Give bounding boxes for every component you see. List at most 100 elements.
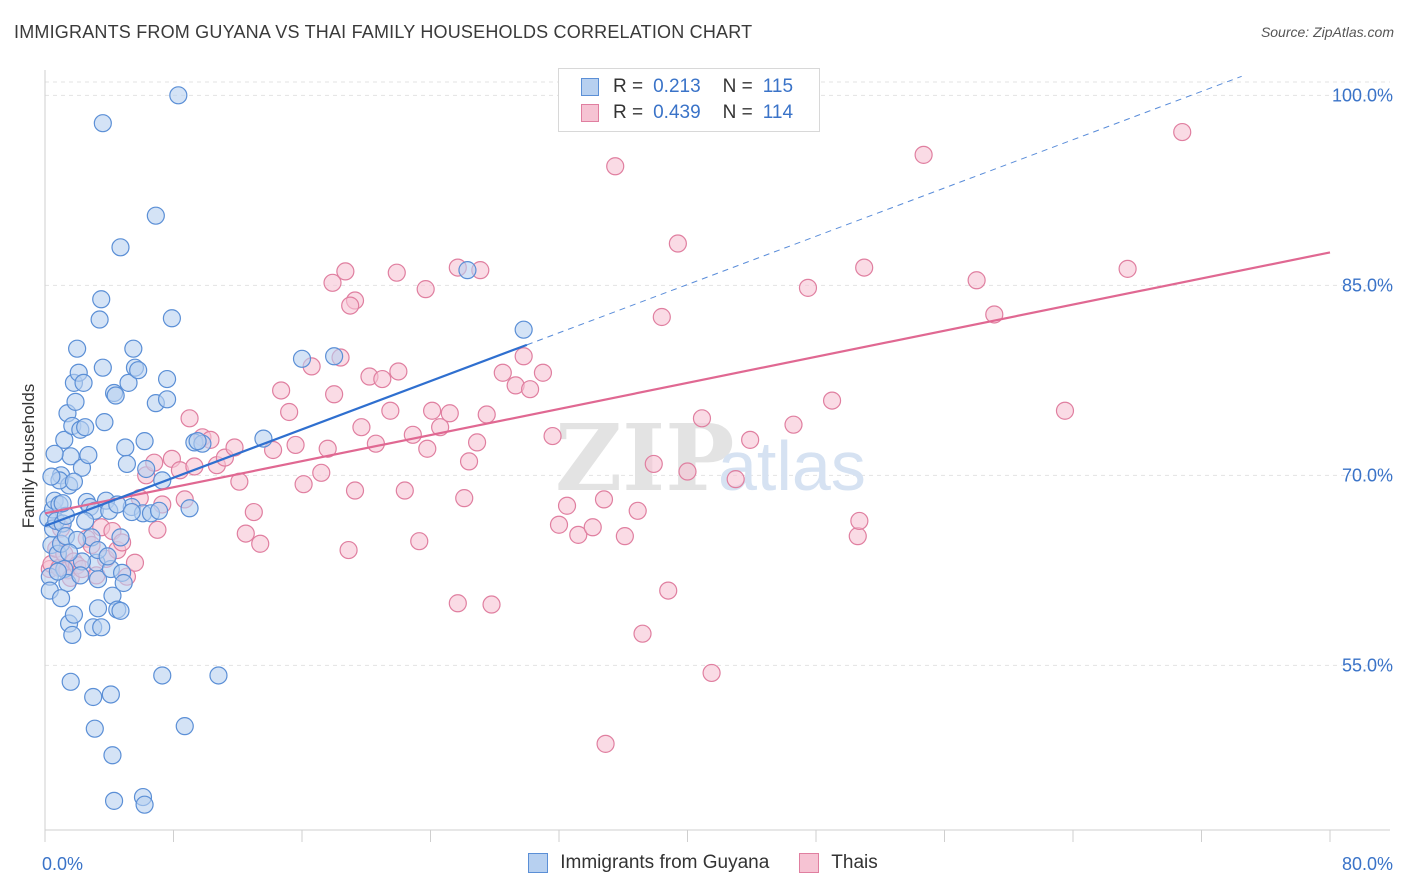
thais-point-51 (345, 481, 365, 500)
r-label: R = (613, 76, 644, 97)
guyana-point-57 (149, 501, 169, 520)
thais-point-50 (339, 540, 358, 560)
guyana-trend-line (44, 343, 528, 528)
guyana-point-111 (51, 589, 71, 608)
guyana-point-80 (101, 685, 120, 704)
thais-point-98 (848, 527, 867, 546)
chart-title: IMMIGRANTS FROM GUYANA VS THAI FAMILY HO… (14, 22, 753, 42)
guyana-swatch (581, 78, 599, 96)
thais-point-99 (850, 511, 869, 531)
guyana-point-53 (135, 432, 154, 451)
thais-point-74 (520, 380, 540, 399)
guyana-point-35 (92, 290, 111, 309)
guyana-point-103 (53, 494, 72, 513)
guyana-point-63 (93, 114, 112, 133)
n-label: N = (722, 76, 753, 97)
guyana-point-64 (111, 238, 130, 257)
thais-point-20 (125, 553, 145, 572)
thais-swatch (581, 104, 599, 122)
x-tick-label-1: 80.0% (1342, 854, 1393, 874)
thais-point-82 (606, 157, 625, 176)
thais-point-37 (236, 524, 255, 543)
thais-point-90 (678, 462, 697, 481)
guyana-point-68 (64, 605, 84, 624)
guyana-point-27 (76, 418, 95, 437)
thais-point-76 (543, 426, 562, 446)
thais-point-106 (1173, 122, 1192, 142)
guyana-point-71 (88, 599, 108, 618)
guyana-point-99 (64, 472, 84, 491)
guyana-point-45 (116, 438, 135, 457)
r-value: 0.213 (653, 76, 701, 97)
guyana-point-62 (169, 86, 188, 105)
source-label: Source: ZipAtlas.com (1260, 24, 1394, 40)
thais-point-67 (459, 452, 479, 471)
thais-point-71 (493, 363, 512, 382)
stats-row-guyana: R = 0.213 N = 115 (581, 75, 793, 99)
n-value: 114 (762, 102, 794, 123)
thais-point-68 (467, 433, 487, 452)
guyana-point-95 (458, 261, 477, 280)
thais-point-80 (583, 518, 602, 537)
watermark-atlas: atlas (718, 427, 866, 505)
guyana-point-85 (153, 666, 172, 685)
guyana-point-43 (111, 528, 130, 547)
thais-point-47 (318, 439, 337, 458)
guyana-point-33 (88, 570, 108, 589)
thais-point-75 (533, 363, 553, 382)
thais-point-84 (628, 501, 647, 520)
guyana-points (39, 86, 533, 814)
thais-point-86 (644, 454, 663, 474)
n-value: 115 (762, 76, 794, 97)
thais-point-101 (914, 145, 933, 164)
guyana-point-51 (129, 361, 148, 380)
legend-item-guyana[interactable]: Immigrants from Guyana (528, 852, 769, 874)
thais-point-41 (272, 381, 291, 400)
y-tick-label-2: 85.0% (1342, 275, 1393, 295)
r-label: R = (613, 102, 644, 123)
guyana-point-81 (103, 746, 122, 765)
guyana-point-21 (66, 392, 85, 411)
thais-point-46 (312, 463, 331, 482)
guyana-point-36 (93, 358, 112, 377)
thais-point-92 (702, 663, 721, 683)
r-value: 0.439 (653, 102, 701, 123)
thais-point-62 (423, 401, 442, 420)
guyana-point-102 (42, 467, 61, 486)
thais-point-102 (967, 271, 986, 290)
guyana-point-22 (68, 339, 87, 358)
guyana-point-49 (124, 339, 143, 358)
legend-item-thais[interactable]: Thais (799, 852, 878, 874)
guyana-point-75 (111, 601, 130, 620)
thais-point-100 (855, 258, 874, 277)
thais-point-29 (180, 409, 199, 428)
thais-point-61 (418, 439, 437, 458)
thais-point-105 (1118, 259, 1137, 278)
thais-point-107 (596, 734, 615, 753)
thais-point-42 (280, 402, 299, 422)
guyana-point-76 (114, 573, 133, 593)
thais-trend-line (44, 251, 1331, 515)
guyana-point-104 (76, 511, 95, 531)
guyana-point-108 (59, 543, 79, 562)
y-tick-label-3: 100.0% (1332, 85, 1393, 105)
thais-point-54 (366, 434, 385, 453)
guyana-point-67 (63, 625, 82, 645)
watermark: ZIP atlas (555, 404, 866, 512)
guyana-point-93 (292, 349, 312, 368)
guyana-point-26 (74, 373, 93, 392)
y-tick-labels: 55.0% 70.0% 85.0% 100.0% (1332, 85, 1393, 675)
guyana-point-47 (119, 373, 138, 392)
guyana-point-88 (180, 499, 199, 518)
thais-point-104 (1055, 401, 1075, 420)
guyana-point-101 (45, 444, 64, 463)
thais-point-69 (477, 405, 496, 424)
thais-point-111 (336, 262, 355, 281)
thais-point-81 (594, 490, 614, 509)
guyana-point-107 (98, 547, 117, 566)
legend-label-thais: Thais (831, 852, 878, 873)
guyana-point-91 (188, 432, 207, 451)
thais-point-48 (325, 385, 344, 404)
thais-point-79 (569, 525, 588, 544)
